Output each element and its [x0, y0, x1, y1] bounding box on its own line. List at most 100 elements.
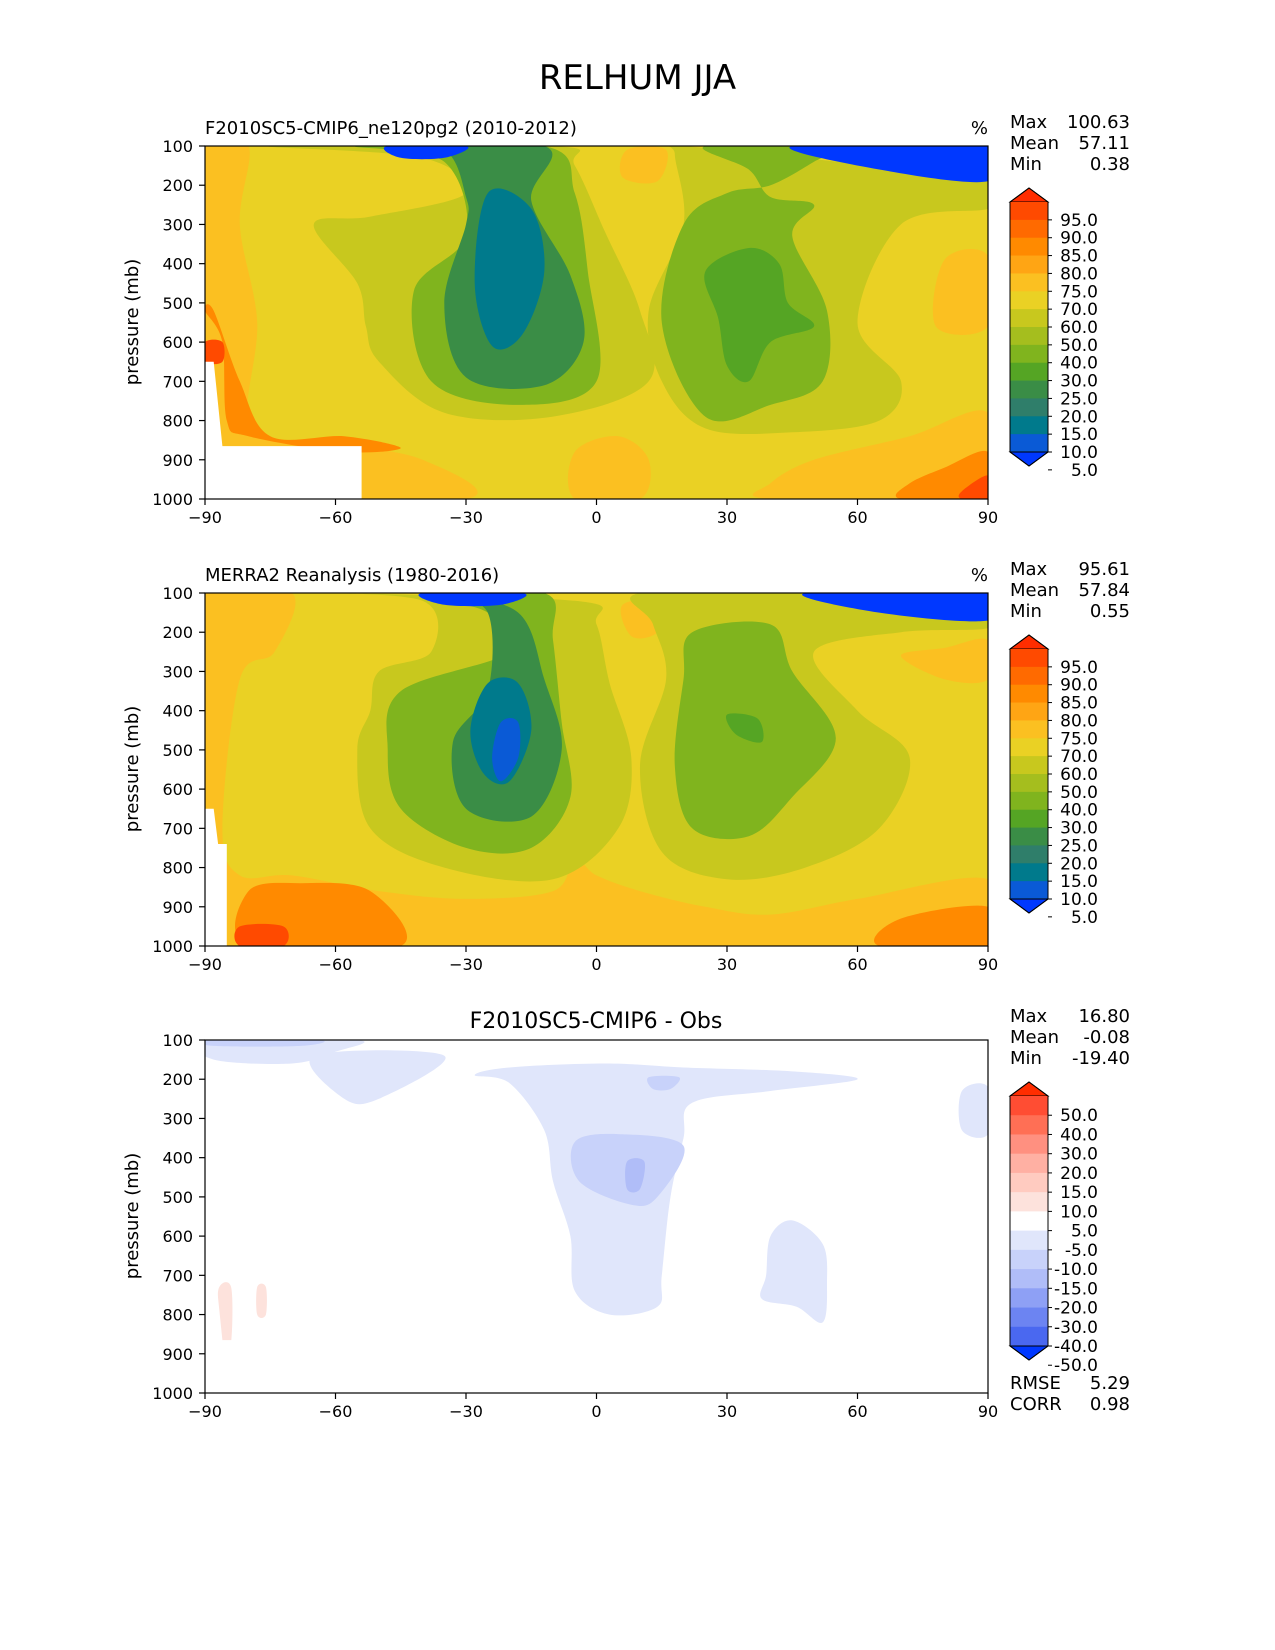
stat-max-label: Max: [1010, 559, 1048, 580]
stat-min-value: -19.40: [1072, 1048, 1130, 1069]
colorbar-bin: [1010, 845, 1048, 864]
colorbar-label: 80.0: [1060, 264, 1098, 284]
contour-region: [567, 436, 651, 499]
colorbar-label: 30.0: [1060, 1145, 1098, 1165]
panel-title: F2010SC5-CMIP6 - Obs: [470, 1009, 723, 1034]
colorbar-label: 10.0: [1060, 1202, 1098, 1222]
masked-region: [205, 808, 227, 946]
x-tick-label: 0: [591, 955, 601, 974]
y-tick-label: 800: [162, 1306, 193, 1325]
colorbar-label: 50.0: [1060, 1106, 1098, 1126]
y-tick-label: 100: [162, 137, 193, 156]
y-axis: 100 200 300 400 500 600 700 800 900 1000: [152, 1031, 205, 1403]
panel-title: F2010SC5-CMIP6_ne120pg2 (2010-2012): [205, 118, 577, 139]
colorbar-extend-top: [1008, 187, 1050, 203]
y-tick-label: 300: [162, 215, 193, 234]
stat-min-label: Min: [1010, 601, 1042, 622]
x-tick-label: 30: [717, 955, 737, 974]
contour-region: [932, 249, 988, 335]
x-tick-label: 60: [847, 955, 867, 974]
x-tick-label: 90: [978, 1402, 998, 1421]
y-tick-label: 700: [162, 819, 193, 838]
stat-mean-value: -0.08: [1083, 1027, 1130, 1048]
colorbar-bin: [1010, 1307, 1048, 1328]
x-tick-label: 90: [978, 508, 998, 527]
colorbar-bin: [1010, 1096, 1048, 1116]
masked-region: [205, 1255, 362, 1393]
y-tick-label: 900: [162, 898, 193, 917]
x-tick-label: −60: [319, 508, 353, 527]
colorbar-label: 10.0: [1060, 890, 1098, 910]
colorbar-bin: [1010, 666, 1048, 686]
colorbar-label: 5.0: [1071, 1222, 1098, 1242]
colorbar-bin: [1010, 1288, 1048, 1308]
colorbar-label: 70.0: [1060, 300, 1098, 320]
y-tick-label: 700: [162, 1266, 193, 1285]
x-tick-label: 30: [717, 1402, 737, 1421]
x-tick-label: −90: [188, 955, 222, 974]
stat-corr-label: CORR: [1010, 1394, 1062, 1415]
contour-region: [725, 713, 764, 743]
colorbar-bin: [1010, 219, 1048, 239]
y-tick-label: 400: [162, 702, 193, 721]
contour-region: [789, 146, 988, 183]
main-title: RELHUM JJA: [538, 58, 737, 98]
stat-max-label: Max: [1010, 112, 1048, 133]
colorbar-bin: [1010, 720, 1048, 739]
contour-region: [383, 146, 469, 160]
colorbar-label: 25.0: [1060, 836, 1098, 856]
colorbar-bin: [1010, 416, 1048, 435]
colorbar-bin: [1010, 756, 1048, 775]
colorbar-label: 10.0: [1060, 443, 1098, 463]
y-tick-label: 800: [162, 412, 193, 431]
colorbar-bin: [1010, 344, 1048, 364]
x-tick-label: 90: [978, 955, 998, 974]
contour-region: [205, 339, 225, 365]
colorbar-label: 85.0: [1060, 247, 1098, 267]
colorbar-bin: [1010, 863, 1048, 882]
colorbar-bin: [1010, 237, 1048, 256]
stat-min-value: 0.55: [1090, 601, 1130, 622]
y-tick-label: 100: [162, 584, 193, 603]
panel-obs: MERRA2 Reanalysis (1980-2016) % Max 95.6…: [122, 559, 1130, 974]
y-axis-label: pressure (mb): [122, 259, 143, 385]
contour-region: [492, 718, 521, 782]
contour-layer: [205, 146, 988, 499]
colorbar: 95.090.085.080.075.070.060.050.040.030.0…: [1008, 634, 1098, 928]
colorbar-label: 50.0: [1060, 783, 1098, 803]
stat-mean-label: Mean: [1010, 580, 1059, 601]
colorbar-bin: [1010, 809, 1048, 828]
x-tick-label: 30: [717, 508, 737, 527]
colorbar-bin: [1010, 309, 1048, 328]
x-tick-label: −60: [319, 1402, 353, 1421]
stat-rmse-value: 5.29: [1090, 1373, 1130, 1394]
stats-block: Max 95.61 Mean 57.84 Min 0.55: [1010, 559, 1130, 622]
y-tick-label: 500: [162, 1188, 193, 1207]
colorbar-bin: [1010, 1211, 1048, 1232]
contour-region: [760, 1220, 828, 1324]
masked-region: [205, 361, 362, 499]
colorbar-bin: [1010, 738, 1048, 757]
colorbar-bin: [1010, 273, 1048, 292]
contour-region: [625, 1158, 646, 1193]
colorbar-label: -5.0: [1065, 1241, 1098, 1261]
y-axis: 100 200 300 400 500 600 700 800 900 1000: [152, 137, 205, 509]
y-tick-label: 600: [162, 780, 193, 799]
y-axis-label: pressure (mb): [122, 706, 143, 832]
colorbar-bin: [1010, 434, 1048, 453]
colorbar-label: -30.0: [1054, 1318, 1098, 1338]
y-axis: 100 200 300 400 500 600 700 800 900 1000: [152, 584, 205, 956]
stat-mean-label: Mean: [1010, 133, 1059, 154]
colorbar-bin: [1010, 827, 1048, 846]
y-tick-label: 500: [162, 294, 193, 313]
colorbar-bin: [1010, 1153, 1048, 1174]
colorbar-bin: [1010, 398, 1048, 417]
contour-region: [895, 450, 988, 499]
x-tick-label: −30: [449, 508, 483, 527]
contour-region: [309, 1050, 446, 1105]
colorbar-bin: [1010, 291, 1048, 310]
contour-region: [474, 188, 545, 350]
colorbar-extend-bottom: [1008, 898, 1050, 914]
panel-title: MERRA2 Reanalysis (1980-2016): [205, 565, 499, 586]
contour-region: [901, 638, 988, 684]
